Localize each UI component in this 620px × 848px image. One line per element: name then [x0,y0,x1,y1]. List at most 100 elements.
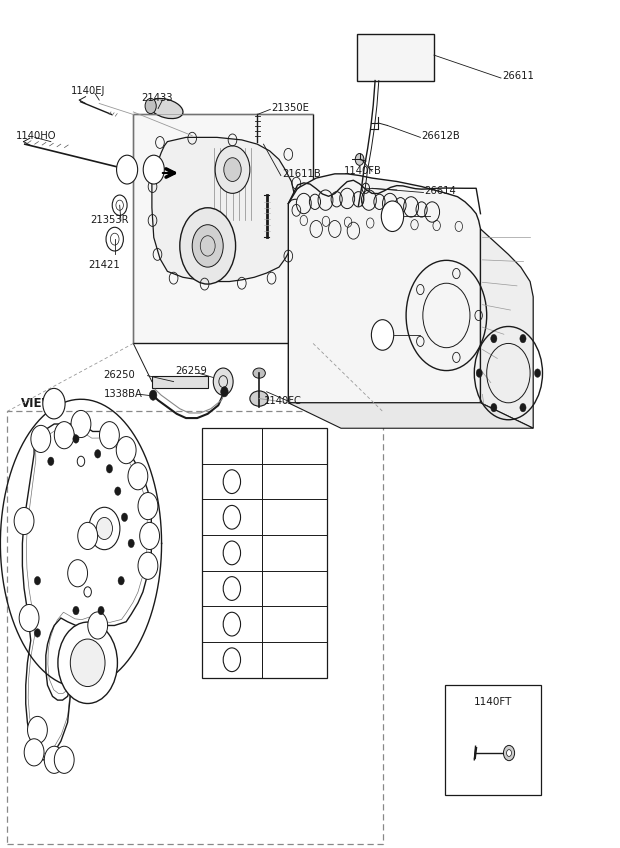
Text: A: A [50,399,58,409]
Circle shape [117,155,138,184]
Text: a: a [51,756,57,764]
Circle shape [19,605,39,632]
Circle shape [115,487,121,495]
Circle shape [99,421,120,449]
Text: VIEW: VIEW [20,397,55,410]
Circle shape [55,746,74,773]
Text: e: e [229,620,234,628]
Circle shape [95,449,101,458]
Text: B: B [389,211,396,221]
Text: 1140FC: 1140FC [264,396,301,406]
Circle shape [491,334,497,343]
Text: e: e [75,569,81,577]
Circle shape [476,369,482,377]
Circle shape [138,493,158,520]
Circle shape [507,750,511,756]
Circle shape [14,507,34,534]
Circle shape [520,404,526,412]
Polygon shape [480,229,533,428]
Circle shape [73,435,79,444]
Text: 1140FH: 1140FH [275,655,315,665]
Text: e: e [85,532,91,540]
Text: 1140EG: 1140EG [274,512,316,522]
Circle shape [223,505,241,529]
Circle shape [503,745,515,761]
Text: 21353R: 21353R [90,215,128,226]
Circle shape [140,522,159,550]
Text: A: A [124,165,130,175]
Text: b: b [21,516,27,526]
Circle shape [89,507,120,550]
Text: d: d [145,501,151,510]
Text: 21350E: 21350E [272,103,309,113]
Text: d: d [147,532,153,540]
Circle shape [34,628,40,637]
Text: SYMBOL: SYMBOL [208,441,256,451]
Circle shape [43,388,65,419]
Circle shape [355,153,364,165]
Text: c: c [95,621,100,630]
Circle shape [143,155,164,184]
Circle shape [96,517,112,539]
Text: 26250: 26250 [104,370,135,380]
Circle shape [98,606,104,615]
Ellipse shape [253,368,265,378]
Text: B: B [379,330,386,340]
Text: 26611: 26611 [502,71,534,81]
Text: 1140FT: 1140FT [474,697,512,707]
Circle shape [58,622,117,704]
Text: 21815E: 21815E [275,619,314,629]
Polygon shape [288,174,480,403]
Ellipse shape [145,98,156,114]
Text: 21433: 21433 [141,92,173,103]
Circle shape [71,410,91,438]
Circle shape [73,606,79,615]
Circle shape [24,739,44,766]
Text: d: d [123,445,129,455]
Text: 1338BA: 1338BA [104,389,143,399]
Text: c: c [27,613,32,622]
Text: 21359: 21359 [278,477,311,487]
Text: 1140FB: 1140FB [344,166,382,176]
Text: 1140ES: 1140ES [275,583,314,594]
Circle shape [122,513,128,522]
Text: 21421: 21421 [88,259,120,270]
Bar [152,376,208,388]
Circle shape [107,465,113,473]
Text: 1140FX: 1140FX [275,548,314,558]
Circle shape [117,437,136,464]
Bar [7,411,383,844]
Polygon shape [288,403,533,428]
Circle shape [118,577,124,585]
Text: d: d [145,561,151,571]
Bar [356,34,434,81]
Ellipse shape [250,391,268,406]
Text: d: d [135,471,141,481]
Circle shape [138,552,158,579]
Text: c: c [229,549,234,557]
Text: A: A [151,165,157,175]
Text: a: a [61,756,67,764]
Circle shape [128,463,148,490]
Circle shape [224,158,241,181]
Text: b: b [229,513,235,522]
Text: a: a [38,434,43,444]
Circle shape [223,470,241,494]
Ellipse shape [149,98,183,119]
Text: d: d [229,584,235,593]
Circle shape [84,587,91,597]
Text: a: a [32,748,37,757]
Bar [445,685,541,795]
Circle shape [215,146,250,193]
Circle shape [88,612,108,639]
Circle shape [223,577,241,600]
Circle shape [180,208,236,284]
Circle shape [221,387,228,397]
Text: 1140HO: 1140HO [16,131,56,141]
Circle shape [48,457,54,466]
Text: f: f [63,431,66,440]
Circle shape [31,426,51,453]
Circle shape [70,639,105,687]
Text: 21611B: 21611B [282,169,321,179]
Circle shape [223,612,241,636]
